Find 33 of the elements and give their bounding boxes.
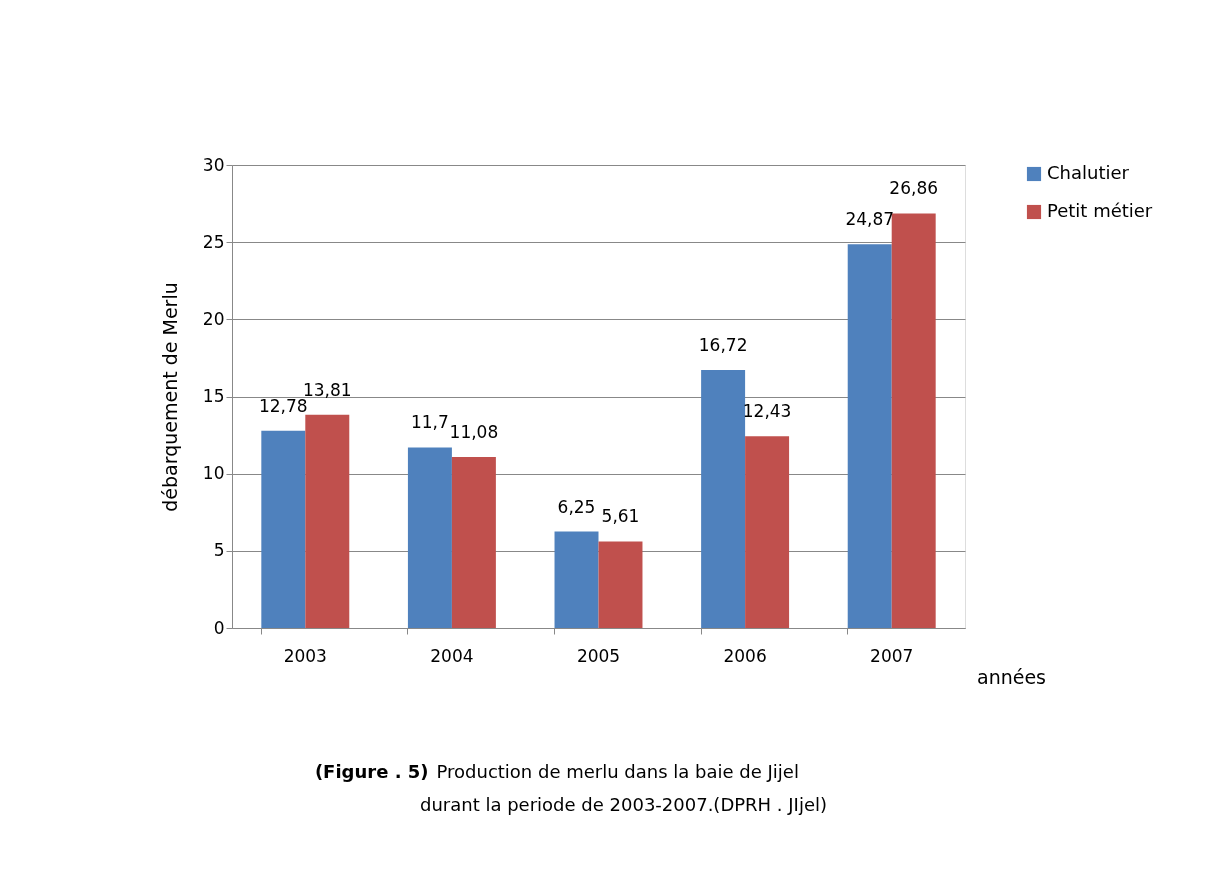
y-tick-label: 5 [213,540,225,561]
data-label: 26,86 [889,178,939,199]
x-tick-label: 2007 [870,645,914,666]
data-label: 16,72 [698,334,748,355]
data-label: 11,7 [410,412,449,433]
y-tick-label: 15 [202,386,225,406]
bar [451,457,496,628]
bar [261,430,306,628]
y-tick-label: 25 [202,231,225,252]
x-tick-label: 2006 [723,645,767,666]
legend-label: Chalutier [1047,162,1130,183]
data-label: 5,61 [601,506,640,527]
legend-label: Petit métier [1047,200,1153,221]
bar [598,541,643,628]
data-label: 6,25 [557,496,596,517]
bar [745,436,790,628]
y-tick-label: 0 [213,617,225,638]
bar [847,244,892,628]
bar [554,531,599,628]
x-tick-label: 2004 [430,645,474,666]
y-tick-label: 10 [202,463,225,484]
bar [305,414,350,628]
x-tick-label: 2005 [576,645,621,666]
y-tick-label: 20 [202,308,225,329]
x-axis-title: années [977,666,1047,688]
y-tick-label: 30 [202,154,225,175]
data-label: 11,08 [449,422,499,442]
bar [407,447,452,628]
text: (Figure . 5) Production de merlu dans la baie de Jijel durant la periode de 2003-2007.(DPRH . JIjel) [314,761,828,815]
bar [891,213,936,628]
x-tick-label: 2003 [283,645,327,666]
bar [701,369,746,628]
y-axis-title: débarquement de Merlu [158,282,181,512]
